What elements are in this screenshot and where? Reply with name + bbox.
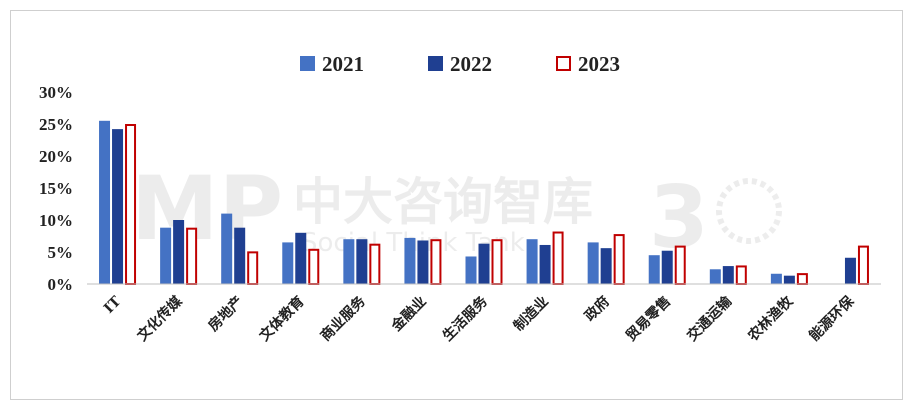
x-tick-label: 文体教育 [256,293,308,345]
bar-2022 [173,220,185,284]
x-tick-label: 制造业 [510,293,552,335]
bar-2023 [674,245,686,286]
bar-2021 [648,255,660,284]
bar-2023 [552,231,564,286]
bar-2023 [369,243,381,285]
legend-swatch-2021 [300,56,315,71]
x-tick-label: 商业服务 [317,292,369,344]
bar-2023 [491,239,503,285]
legend-swatch-2023 [556,56,571,71]
y-tick-label: 30% [39,83,73,102]
bar-2021 [404,237,416,284]
watermark-sun-icon [716,178,782,244]
bar-2023 [247,251,259,285]
legend-label: 2022 [450,52,492,76]
bar-2022 [112,129,124,284]
bar-2022 [478,243,490,284]
y-tick-label: 25% [39,115,73,134]
bar-2023 [613,234,625,285]
x-tick-label: IT [101,293,125,317]
bar-2023 [857,245,869,286]
legend-swatch-2022 [428,56,443,71]
bar-2022 [600,248,612,284]
bar-2022 [295,232,307,284]
x-tick-label: 农林渔牧 [744,292,797,345]
y-tick-label: 5% [48,243,74,262]
x-tick-label: 贸易零售 [622,293,674,345]
bar-2021 [160,227,172,284]
bar-2021 [587,242,599,284]
bar-2021 [526,239,538,284]
y-tick-label: 0% [48,275,74,294]
bar-2021 [99,120,111,284]
bar-2023 [186,227,198,285]
bar-2021 [465,256,477,284]
y-tick-label: 10% [39,211,73,230]
bar-2022 [356,239,368,284]
bar-2023 [735,265,747,286]
bar-2022 [234,227,246,284]
bar-2022 [539,244,551,284]
bar-2023 [308,248,320,286]
bar-2021 [221,213,233,284]
bar-2022 [783,275,795,284]
x-tick-label: 金融业 [387,293,429,335]
y-axis: 0% 5% 10% 15% 20% 25% 30% [39,83,73,294]
bar-2023 [430,239,442,285]
legend: 2021 2022 2023 [300,52,620,76]
bar-2022 [661,250,673,284]
x-tick-label: 生活服务 [439,292,491,344]
x-axis: IT 文化传媒 房地产 文体教育 商业服务 金融业 生活服务 制造业 政府 贸易零售 交通运输 农林渔… [87,283,881,345]
legend-label: 2023 [578,52,620,76]
bar-2021 [770,273,782,284]
x-tick-label: 交通运输 [684,292,736,344]
x-tick-label: 政府 [581,293,613,325]
y-tick-label: 20% [39,147,73,166]
chart-frame: MP 中大咨询智库 Social Think Tank 3 2021202220… [10,10,903,400]
y-tick-label: 15% [39,179,73,198]
watermark: MP 中大咨询智库 Social Think Tank 3 [131,157,782,268]
bar-2023 [125,124,137,285]
bar-2021 [343,239,355,284]
bar-2021 [282,242,294,284]
bar-2022 [722,266,734,284]
legend-label: 2021 [322,52,364,76]
x-tick-label: 文化传媒 [134,292,186,344]
bar-2021 [709,269,721,284]
watermark-logo: MP [131,157,283,260]
x-tick-label: 房地产 [205,293,247,335]
watermark-brand: 中大咨询智库 [293,173,593,231]
bar-2022 [417,240,429,284]
bar-2022 [844,257,856,284]
bar-chart: MP 中大咨询智库 Social Think Tank 3 2021202220… [39,52,881,345]
bars [99,120,869,286]
bar-2023 [796,273,808,285]
x-tick-label: 能源环保 [806,292,858,344]
